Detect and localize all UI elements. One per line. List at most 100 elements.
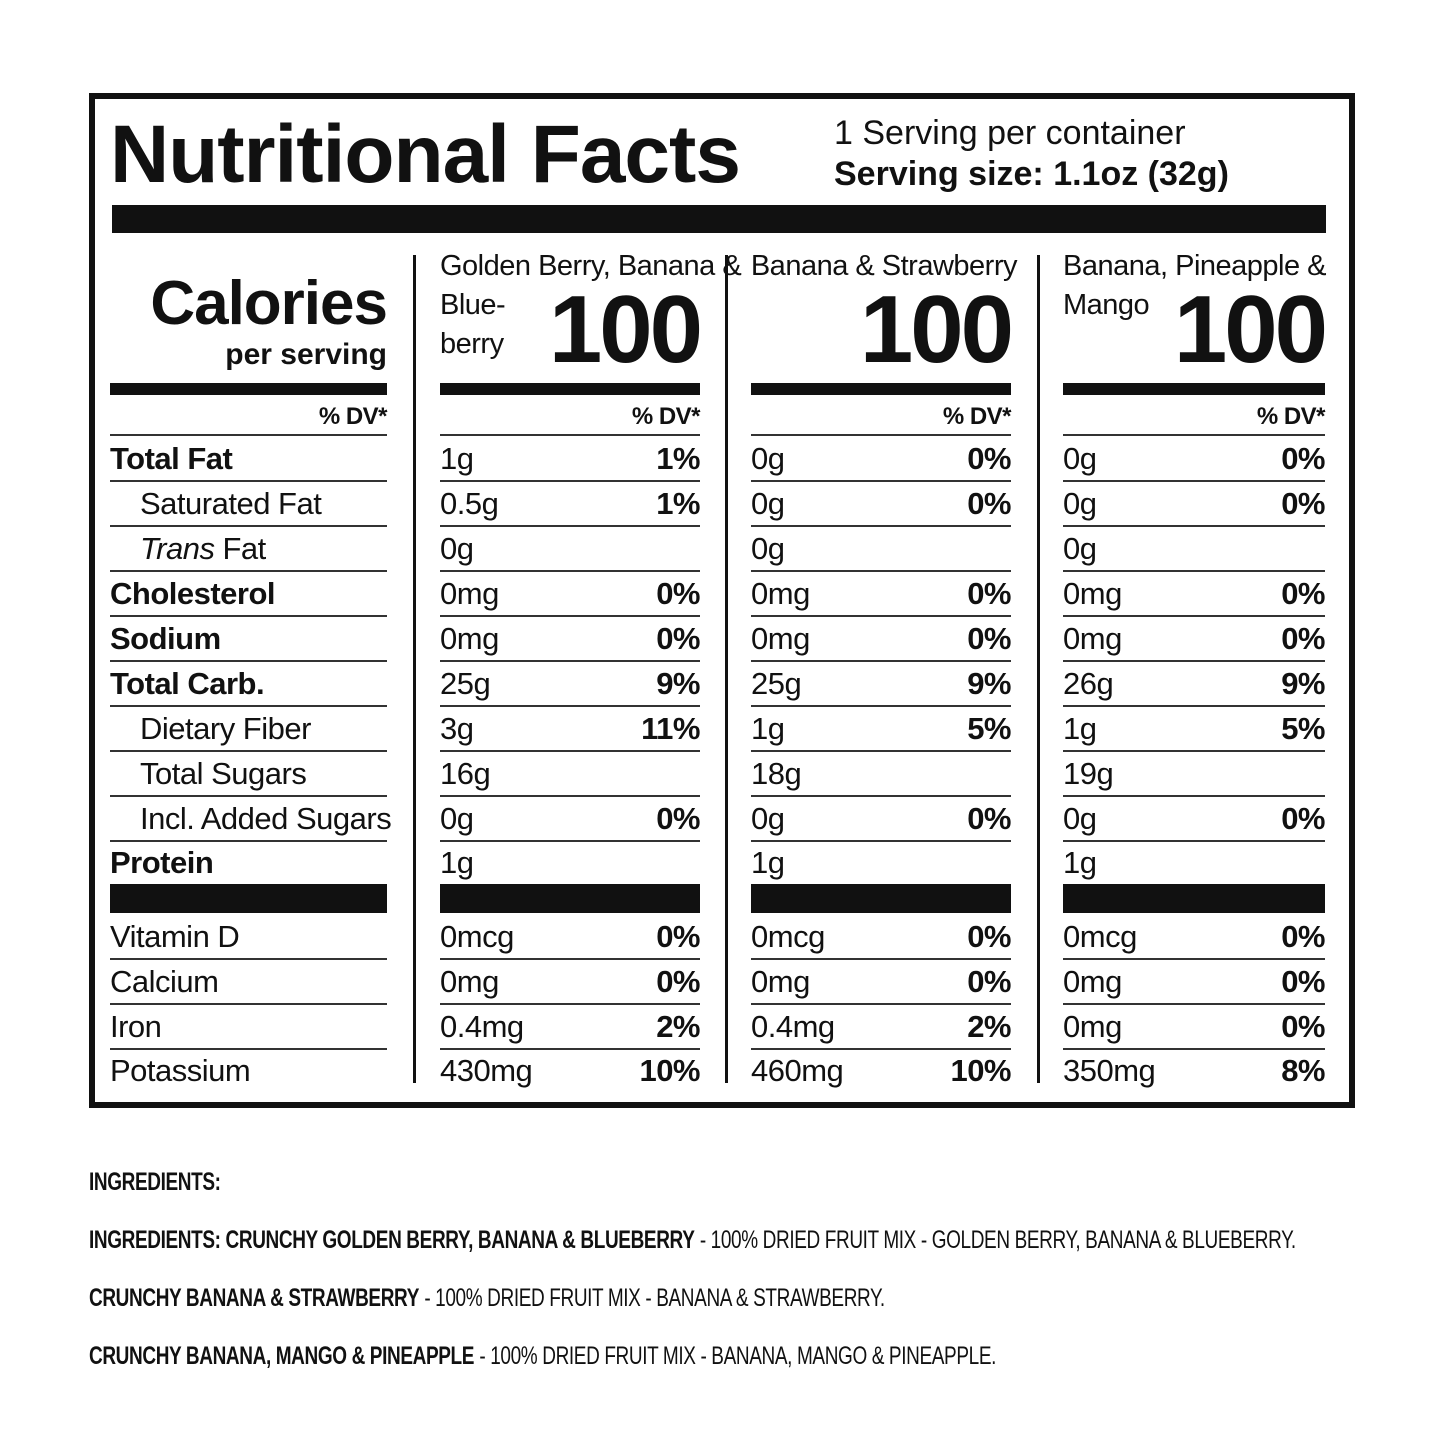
rule xyxy=(1063,840,1325,842)
vitamin-name: Vitamin D xyxy=(110,919,240,954)
percent-dv: 5% xyxy=(967,711,1011,746)
rule xyxy=(110,1048,387,1050)
percent-dv: 0% xyxy=(656,964,700,999)
percent-dv: 0% xyxy=(967,919,1011,954)
rule xyxy=(751,750,1011,752)
rule xyxy=(110,615,387,617)
rule xyxy=(1063,480,1325,482)
rule xyxy=(1063,615,1325,617)
ingredient-line: CRUNCHY BANANA, MANGO & PINEAPPLE - 100% … xyxy=(89,1342,996,1371)
dv-header: % DV* xyxy=(942,403,1012,430)
amount: 1g xyxy=(440,441,474,476)
percent-dv: 0% xyxy=(1281,576,1325,611)
percent-dv: 11% xyxy=(641,711,700,746)
thick-bar xyxy=(1063,383,1325,395)
thick-bar xyxy=(440,383,700,395)
amount: 0g xyxy=(440,801,474,836)
product-name: Blue- xyxy=(440,289,506,321)
thick-bar xyxy=(440,884,700,913)
vitamin-name: Potassium xyxy=(110,1053,251,1088)
rule xyxy=(751,705,1011,707)
rule xyxy=(440,705,700,707)
rule xyxy=(110,525,387,527)
rule xyxy=(751,615,1011,617)
rule xyxy=(1063,525,1325,527)
dv-header: % DV* xyxy=(1256,403,1326,430)
percent-dv: 0% xyxy=(1281,964,1325,999)
nutrient-name: Trans Fat xyxy=(140,529,266,569)
nutrient-name-rest: Fat xyxy=(222,531,266,566)
percent-dv: 2% xyxy=(656,1009,700,1044)
ingredients-heading: INGREDIENTS: xyxy=(89,1168,221,1196)
rule xyxy=(1063,434,1325,436)
product-name: berry xyxy=(440,328,504,360)
amount: 0mg xyxy=(751,964,810,999)
rule xyxy=(110,750,387,752)
rule xyxy=(1063,1003,1325,1005)
percent-dv: 0% xyxy=(1281,441,1325,476)
rule xyxy=(1063,795,1325,797)
title: Nutritional Facts xyxy=(110,109,741,200)
percent-dv: 0% xyxy=(656,576,700,611)
rule xyxy=(751,660,1011,662)
rule xyxy=(110,434,387,436)
dv-header: % DV* xyxy=(631,403,701,430)
amount: 1g xyxy=(1063,711,1097,746)
amount: 460mg xyxy=(751,1053,844,1088)
amount: 0mg xyxy=(440,964,499,999)
rule xyxy=(110,660,387,662)
divider xyxy=(1037,255,1040,1083)
amount: 1g xyxy=(751,711,785,746)
ingredient-label: CRUNCHY BANANA, MANGO & PINEAPPLE xyxy=(89,1342,475,1370)
rule xyxy=(440,840,700,842)
amount: 0mg xyxy=(1063,1009,1122,1044)
vitamin-name: Calcium xyxy=(110,964,219,999)
rule xyxy=(440,795,700,797)
ingredient-label: CRUNCHY BANANA & STRAWBERRY xyxy=(89,1284,419,1312)
amount: 0.4mg xyxy=(440,1009,524,1044)
amount: 19g xyxy=(1063,756,1114,791)
rule xyxy=(751,525,1011,527)
amount: 1g xyxy=(751,845,785,880)
percent-dv: 8% xyxy=(1281,1053,1325,1088)
nutrient-name: Cholesterol xyxy=(110,576,276,611)
rule xyxy=(110,1003,387,1005)
amount: 0mcg xyxy=(1063,919,1137,954)
rule xyxy=(1063,570,1325,572)
rule xyxy=(1063,958,1325,960)
amount: 0g xyxy=(751,486,785,521)
amount: 0mg xyxy=(751,576,810,611)
calories-label: Calories xyxy=(150,269,388,338)
percent-dv: 0% xyxy=(656,621,700,656)
amount: 0g xyxy=(751,441,785,476)
rule xyxy=(751,958,1011,960)
rule xyxy=(440,1048,700,1050)
amount: 1g xyxy=(1063,845,1097,880)
amount: 0mg xyxy=(1063,576,1122,611)
rule xyxy=(1063,705,1325,707)
amount: 0mcg xyxy=(751,919,825,954)
serving-size: Serving size: 1.1oz (32g) xyxy=(834,155,1229,193)
calories-value: 100 xyxy=(548,276,703,383)
percent-dv: 9% xyxy=(1281,666,1325,701)
ingredient-text: - 100% DRIED FRUIT MIX - GOLDEN BERRY, B… xyxy=(699,1226,1296,1254)
rule xyxy=(440,615,700,617)
rule xyxy=(751,570,1011,572)
nutrient-name: Total Carb. xyxy=(110,666,265,701)
ingredient-label: INGREDIENTS: CRUNCHY GOLDEN BERRY, BANAN… xyxy=(89,1226,695,1254)
percent-dv: 0% xyxy=(967,486,1011,521)
nutrient-name: Protein xyxy=(110,845,214,880)
nutrient-name: Incl. Added Sugars xyxy=(140,801,392,836)
thick-bar xyxy=(110,383,387,395)
rule xyxy=(440,1003,700,1005)
percent-dv: 0% xyxy=(967,441,1011,476)
amount: 0mg xyxy=(1063,621,1122,656)
nutrient-name: Saturated Fat xyxy=(140,486,322,521)
rule xyxy=(110,480,387,482)
dv-header: % DV* xyxy=(318,403,388,430)
amount: 26g xyxy=(1063,666,1114,701)
rule xyxy=(440,570,700,572)
thick-bar xyxy=(751,884,1011,913)
amount: 0.5g xyxy=(440,486,499,521)
